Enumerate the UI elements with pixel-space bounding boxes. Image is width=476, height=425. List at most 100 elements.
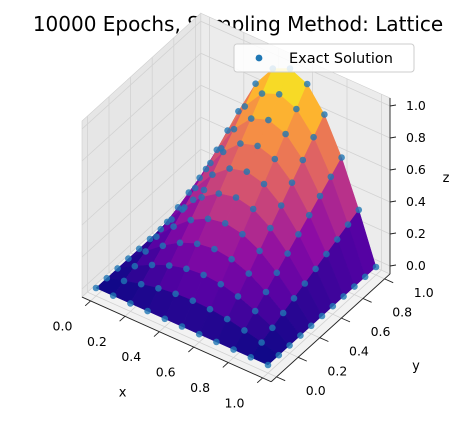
axis-tick (188, 346, 195, 353)
data-point (351, 283, 358, 290)
data-point (198, 194, 205, 201)
data-point (271, 155, 279, 163)
data-point (185, 189, 193, 196)
data-point (241, 327, 248, 334)
data-point (277, 202, 285, 209)
data-point (230, 125, 238, 133)
data-point (288, 179, 296, 186)
data-point (109, 292, 117, 300)
axis-tick (319, 337, 329, 342)
data-point (183, 265, 190, 273)
data-point (323, 250, 330, 258)
data-point (316, 192, 324, 200)
axis-tick (222, 362, 229, 368)
data-point (318, 312, 326, 320)
legend: Exact Solution (233, 43, 415, 73)
data-point (282, 130, 289, 138)
data-point (355, 206, 363, 214)
tick-label: 0.0 (306, 383, 326, 398)
data-point (269, 324, 276, 332)
tick-label: 0.8 (190, 380, 210, 395)
data-point (333, 236, 341, 243)
data-point (223, 315, 231, 323)
data-point (251, 307, 259, 315)
data-point (297, 332, 304, 339)
data-point (264, 361, 272, 369)
data-point (226, 165, 233, 172)
gridline-z (81, 20, 391, 130)
data-point (165, 262, 173, 269)
data-point (187, 216, 195, 224)
data-point (237, 140, 244, 147)
data-point (247, 354, 255, 361)
data-point (204, 215, 212, 223)
gridline-x (262, 94, 382, 379)
data-point (290, 295, 298, 302)
tick-label: 0.8 (406, 130, 426, 145)
data-point (243, 168, 251, 175)
data-point (170, 223, 177, 230)
surface-plot (95, 68, 377, 366)
data-point (260, 180, 268, 188)
axis-tick (362, 298, 372, 303)
data-point (307, 322, 315, 330)
legend-frame (233, 43, 415, 73)
axis-tick (119, 315, 126, 322)
data-point (254, 142, 261, 150)
tick-label: 0.4 (349, 344, 369, 359)
data-point (202, 165, 210, 173)
axis-tick (389, 168, 397, 171)
tick-label: 0.2 (406, 226, 426, 241)
data-point (217, 145, 225, 152)
axis-tick (389, 200, 397, 203)
axis-tick (276, 376, 286, 382)
data-point (207, 159, 214, 167)
axis-tick (84, 300, 91, 307)
data-point (148, 261, 156, 269)
axis-tick (341, 317, 351, 323)
side-pane (81, 12, 202, 298)
data-point (200, 271, 207, 279)
data-point (286, 342, 293, 349)
data-point (284, 250, 291, 257)
data-point (209, 171, 216, 178)
data-point (312, 265, 319, 273)
x-axis-line (81, 296, 272, 383)
data-point (293, 105, 300, 113)
data-point (305, 211, 313, 219)
gridline-y (87, 116, 277, 378)
data-point (262, 288, 270, 296)
data-point (120, 277, 128, 285)
axis-tick (256, 377, 263, 384)
data-point (178, 323, 186, 330)
data-point (191, 184, 199, 192)
data-point (103, 274, 111, 282)
data-point (267, 224, 274, 232)
data-point (142, 248, 149, 255)
data-point (200, 186, 208, 194)
data-point (327, 173, 335, 181)
data-point (179, 206, 186, 213)
x-axis: 0.0 0.2 0.4 0.6 0.8 1.0 (53, 296, 272, 410)
tick-label: 1.0 (414, 285, 434, 300)
data-point (340, 293, 347, 300)
data-point (310, 133, 317, 141)
data-point (258, 339, 265, 346)
data-point (193, 240, 201, 248)
tick-label: 0.4 (406, 194, 426, 209)
data-point (361, 273, 369, 281)
data-point (144, 307, 151, 315)
data-point (265, 116, 272, 124)
data-point (135, 245, 143, 253)
data-point (344, 221, 352, 228)
data-point (189, 297, 197, 305)
tick-label: 0.6 (371, 324, 391, 339)
tick-label: 0.4 (121, 349, 141, 364)
data-point (206, 305, 214, 313)
data-point (232, 194, 240, 201)
data-point (172, 290, 179, 298)
tick-label: 1.0 (225, 395, 245, 410)
data-point (213, 338, 220, 346)
data-point (303, 80, 311, 88)
